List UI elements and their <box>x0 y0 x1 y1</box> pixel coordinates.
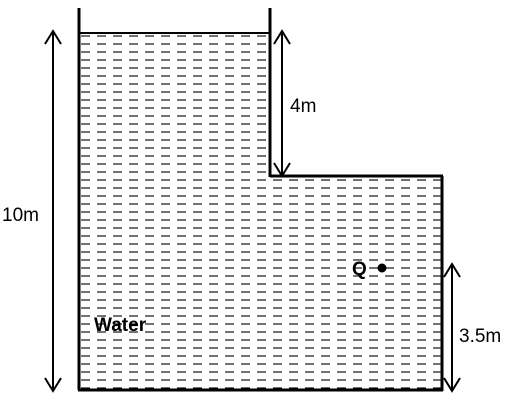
water-body <box>80 34 441 389</box>
point-height-arrow <box>443 262 461 393</box>
tank-walls <box>77 8 444 392</box>
point-height-label: 3.5m <box>459 326 501 347</box>
point-q-label: Q <box>352 259 367 280</box>
total-depth-label: 10m <box>2 205 39 226</box>
fluid-label: Water <box>94 315 147 336</box>
total-depth-arrow <box>44 29 62 393</box>
point-q-marker <box>377 263 387 273</box>
step-height-arrow <box>273 29 291 178</box>
step-height-label: 4m <box>290 96 316 117</box>
